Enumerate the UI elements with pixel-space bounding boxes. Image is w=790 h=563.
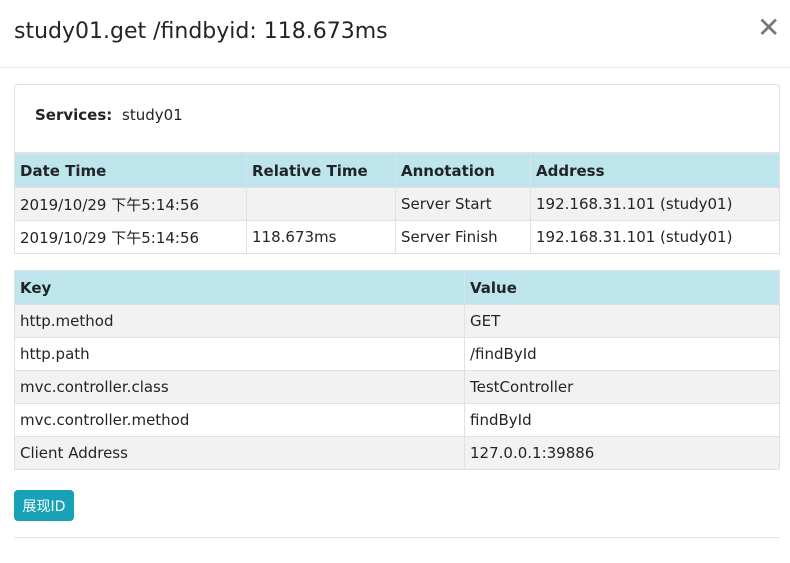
tags-table: Key Value http.method GET http.path/findB… xyxy=(14,270,780,470)
cell: http.method xyxy=(14,304,465,338)
column-header: Date Time xyxy=(14,153,247,188)
cell: 127.0.0.1:39886 xyxy=(464,436,780,470)
cell: findById xyxy=(464,403,780,437)
services-panel: Services: study01 xyxy=(14,84,780,153)
table-row: http.path/findById xyxy=(14,337,780,371)
table-row: http.method GET xyxy=(14,304,780,338)
table-row: mvc.controller.method findById xyxy=(14,403,780,437)
cell: mvc.controller.class xyxy=(14,370,465,404)
cell: http.path xyxy=(14,337,465,371)
cell: Server Start xyxy=(395,187,531,221)
cell: mvc.controller.method xyxy=(14,403,465,437)
column-header: Key xyxy=(14,270,465,305)
column-header: Relative Time xyxy=(246,153,396,188)
cell: Server Finish xyxy=(395,220,531,254)
cell: 192.168.31.101 (study01) xyxy=(530,220,780,254)
cell: /findById xyxy=(464,337,780,371)
modal-header: study01.get /findbyid: 118.673ms ✕ xyxy=(0,0,790,68)
services-value: study01 xyxy=(122,106,183,124)
annotations-table: Date Time Relative Time Annotation Addre… xyxy=(14,153,780,254)
show-id-button[interactable]: 展现ID xyxy=(14,490,74,521)
divider xyxy=(14,537,780,538)
table-row: Client Address 127.0.0.1:39886 xyxy=(14,436,780,470)
column-header: Address xyxy=(530,153,780,188)
cell: 2019/10/29 下午5:14:56 xyxy=(14,187,247,221)
cell: 2019/10/29 下午5:14:56 xyxy=(14,220,247,254)
cell: 192.168.31.101 (study01) xyxy=(530,187,780,221)
table-row: mvc.controller.class TestController xyxy=(14,370,780,404)
cell: TestController xyxy=(464,370,780,404)
close-icon[interactable]: ✕ xyxy=(757,11,781,44)
modal-title: study01.get /findbyid: 118.673ms xyxy=(14,19,388,44)
table-row: 2019/10/29 下午5:14:56 118.673ms Server Fi… xyxy=(14,220,780,254)
cell: 118.673ms xyxy=(246,220,396,254)
table-row: 2019/10/29 下午5:14:56 Server Start 192.16… xyxy=(14,187,780,221)
cell xyxy=(246,187,396,221)
cell: GET xyxy=(464,304,780,338)
cell: Client Address xyxy=(14,436,465,470)
column-header: Value xyxy=(464,270,780,305)
services-label: Services: xyxy=(35,106,113,124)
column-header: Annotation xyxy=(395,153,531,188)
